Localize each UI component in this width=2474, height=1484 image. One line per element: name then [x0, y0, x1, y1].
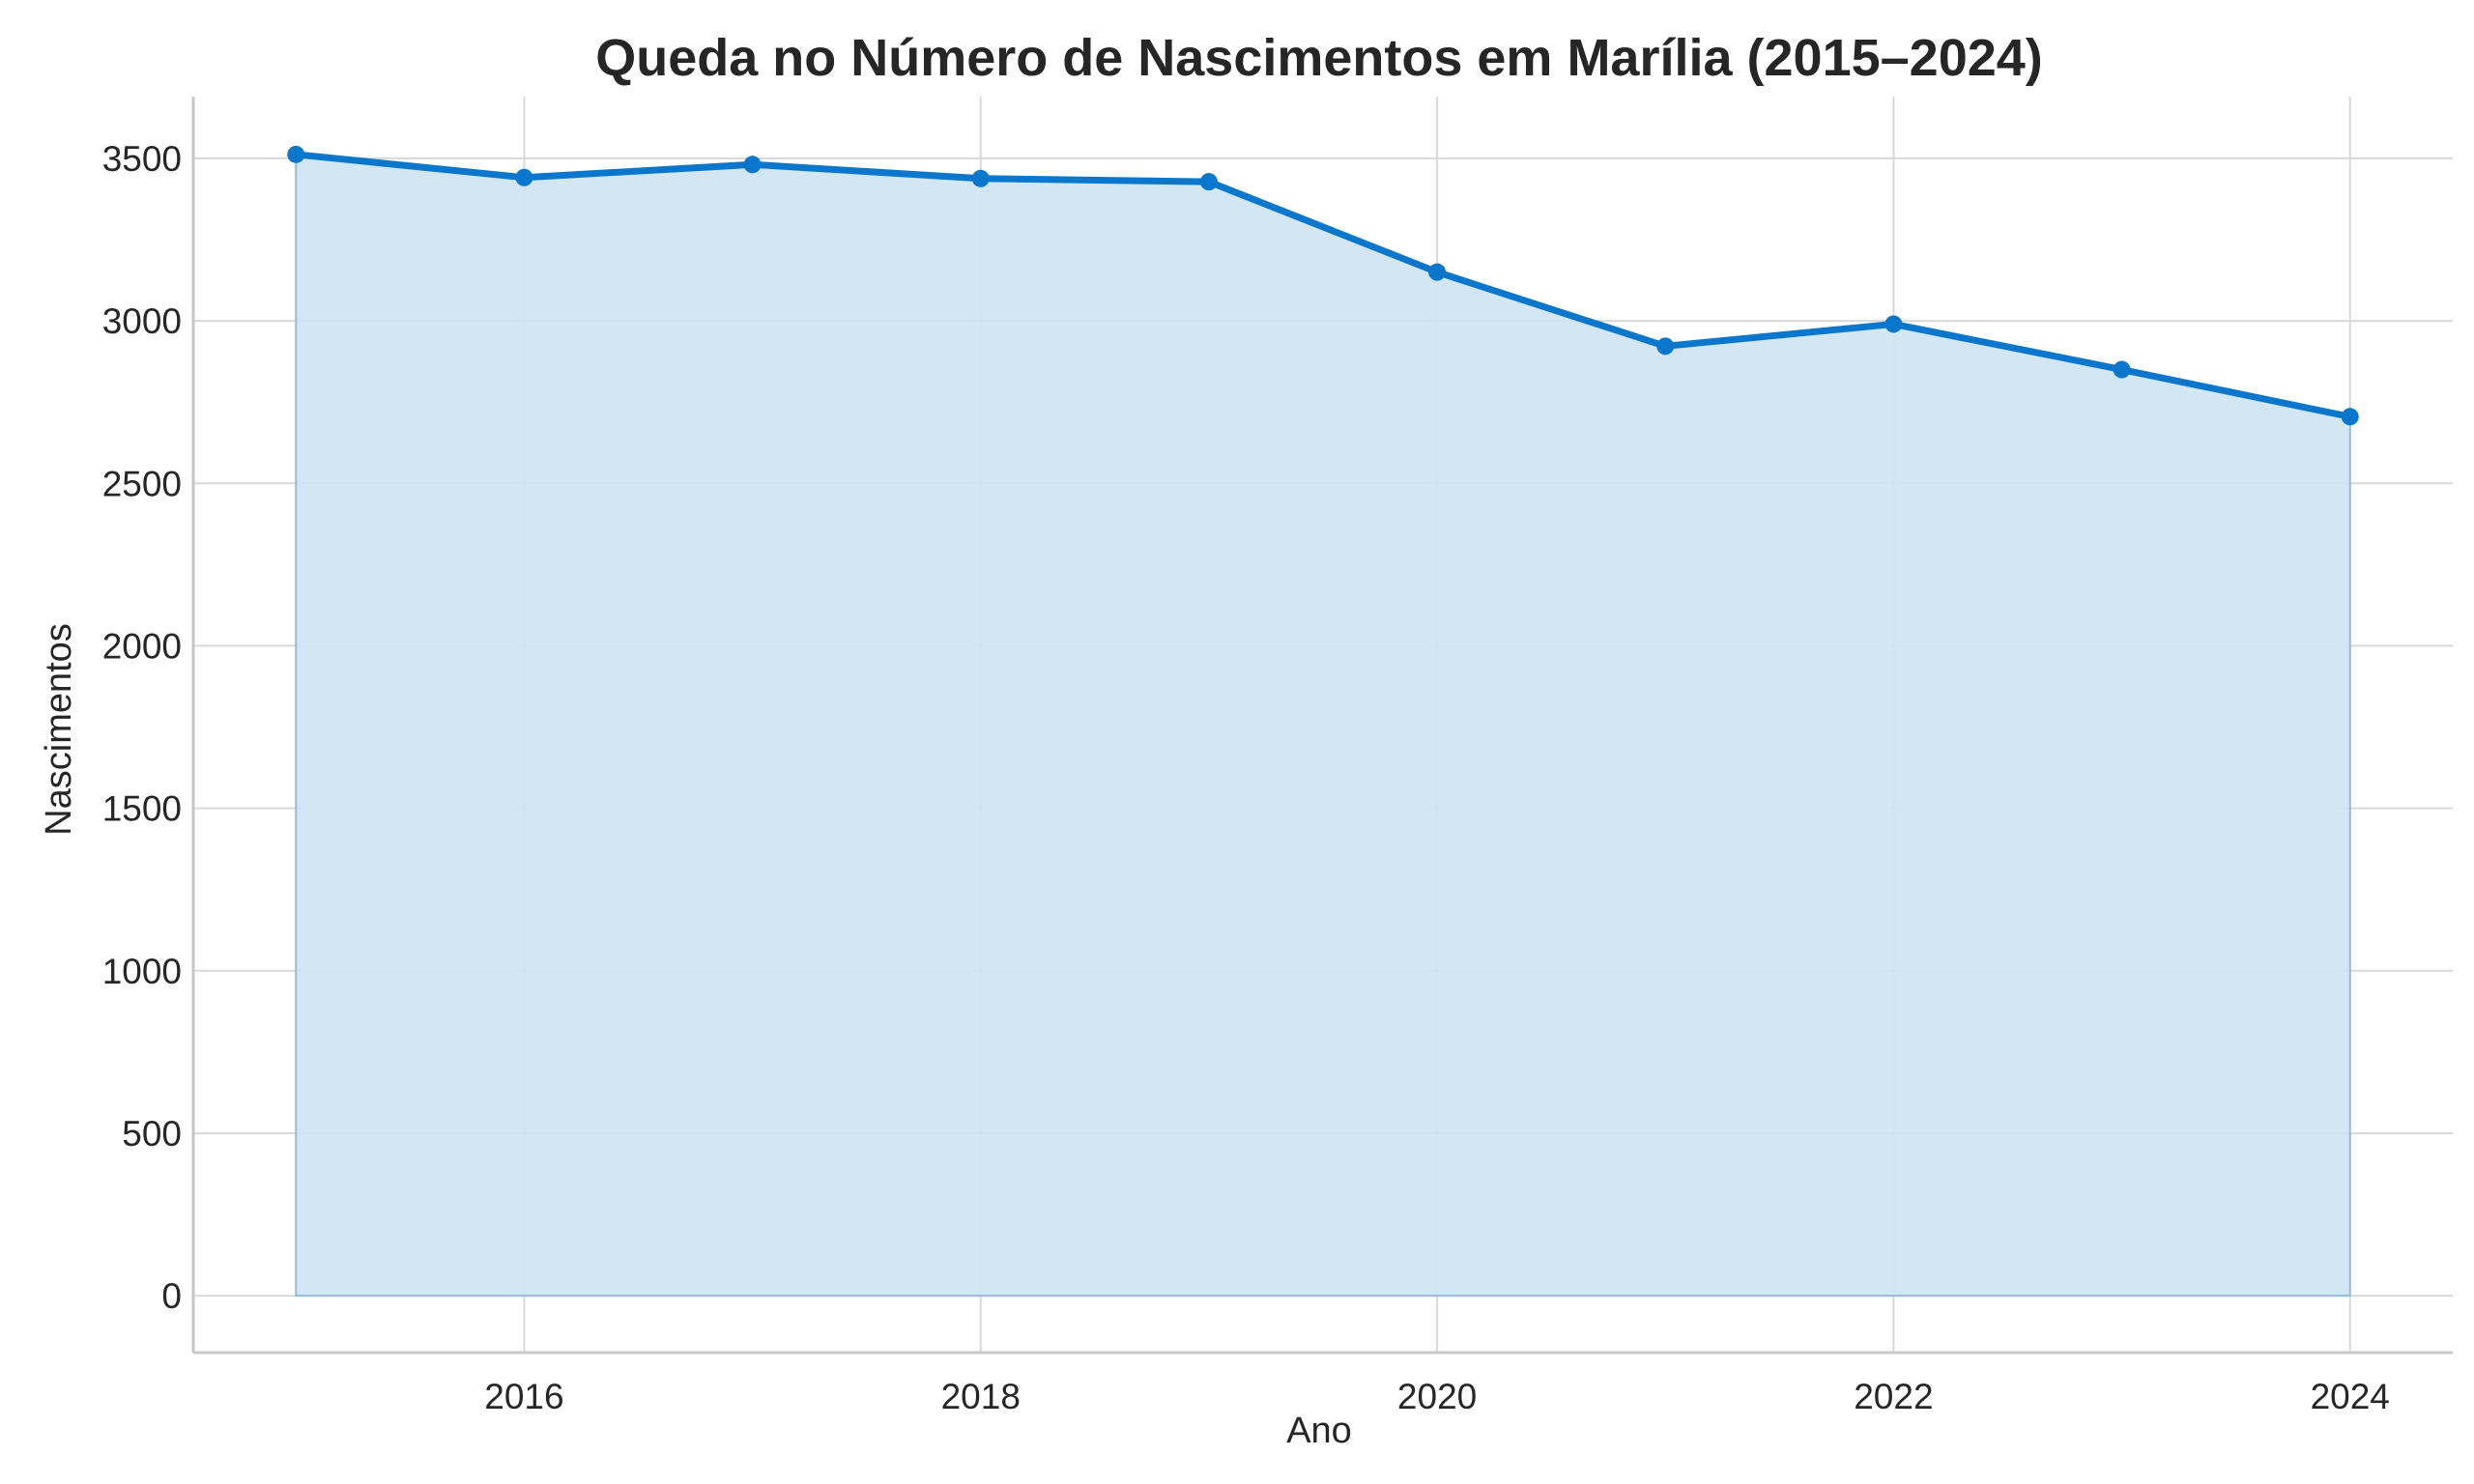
- line-layer: [292, 151, 2354, 420]
- data-point-2019: [1199, 173, 1218, 191]
- x-tick-label-2020: 2020: [1397, 1377, 1477, 1416]
- x-tick-label-2016: 2016: [484, 1377, 563, 1416]
- x-tick-label-2018: 2018: [941, 1377, 1021, 1416]
- y-tick-label-3000: 3000: [102, 301, 182, 341]
- area-layer: [295, 153, 2351, 1298]
- x-tick-label-2022: 2022: [1854, 1377, 1933, 1416]
- tick-layer: 0 500 1000 1500 2000 2500 3000 3500 2016 2018 2020…: [102, 139, 2390, 1416]
- data-point-2018: [971, 169, 990, 187]
- y-axis-label: Nascimentos: [39, 623, 79, 836]
- y-tick-label-1500: 1500: [102, 789, 182, 829]
- data-point-2021: [1656, 337, 1675, 356]
- x-axis-label: Ano: [1286, 1411, 1352, 1451]
- y-tick-label-0: 0: [161, 1276, 182, 1316]
- data-point-2022: [1884, 315, 1903, 333]
- area-fill: [295, 153, 2351, 1298]
- point-layer: [287, 145, 2359, 426]
- spine-layer: [191, 97, 2453, 1355]
- x-tick-label-2024: 2024: [2311, 1377, 2390, 1416]
- data-point-2016: [515, 168, 533, 186]
- y-tick-label-500: 500: [122, 1114, 182, 1154]
- data-point-2015: [287, 145, 305, 163]
- y-tick-label-2000: 2000: [102, 626, 182, 666]
- y-tick-label-1000: 1000: [102, 952, 182, 991]
- series-line: [292, 151, 2354, 420]
- data-point-2017: [743, 156, 762, 174]
- y-tick-label-2500: 2500: [102, 464, 182, 503]
- chart-title: Queda no Número de Nascimentos em Maríli…: [595, 29, 2043, 87]
- data-point-2023: [2113, 360, 2131, 379]
- data-point-2020: [1428, 263, 1447, 281]
- data-point-2024: [2341, 408, 2359, 426]
- y-tick-label-3500: 3500: [102, 139, 182, 179]
